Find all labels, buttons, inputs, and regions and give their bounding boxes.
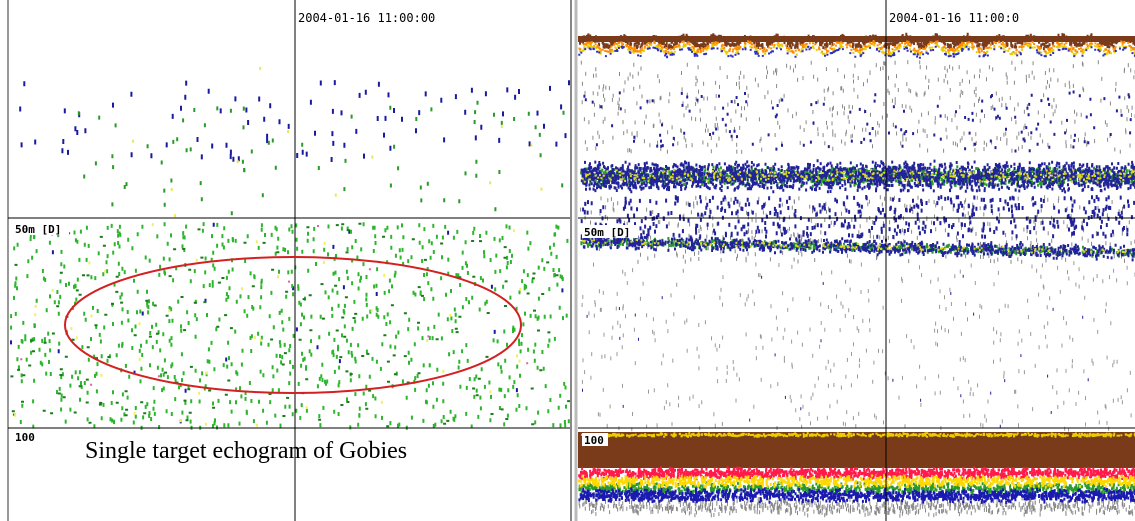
label-box	[13, 222, 69, 235]
echo-targets	[578, 487, 1135, 504]
timestamp: 2004-01-16 11:00:00	[298, 11, 435, 25]
echo-targets	[579, 32, 1135, 51]
echo-targets	[578, 45, 1135, 59]
depth-label: 50m [D]	[15, 223, 61, 236]
echo-layer	[10, 32, 1135, 518]
echo-targets	[14, 223, 522, 427]
label-box	[582, 225, 638, 238]
echo-targets	[77, 100, 1135, 496]
timestamp: 2004-01-16 11:00:0	[889, 11, 1019, 25]
echo-targets	[578, 474, 1135, 489]
echo-band	[578, 36, 1135, 42]
highlight-ellipse	[64, 256, 522, 394]
depth-label: 100	[15, 431, 35, 444]
echo-targets	[132, 66, 543, 218]
caption: Single target echogram of Gobies	[85, 438, 407, 464]
echo-targets	[10, 222, 570, 430]
depth-label: 100	[584, 434, 604, 447]
echo-targets	[578, 40, 1135, 55]
echo-targets	[20, 225, 529, 386]
depth-label: 50m [D]	[584, 226, 630, 239]
echo-targets	[10, 222, 571, 428]
echo-band	[578, 432, 1135, 468]
echo-targets	[581, 168, 1135, 254]
label-box	[582, 433, 608, 446]
echo-targets	[578, 466, 1135, 481]
echo-targets	[581, 261, 1135, 432]
